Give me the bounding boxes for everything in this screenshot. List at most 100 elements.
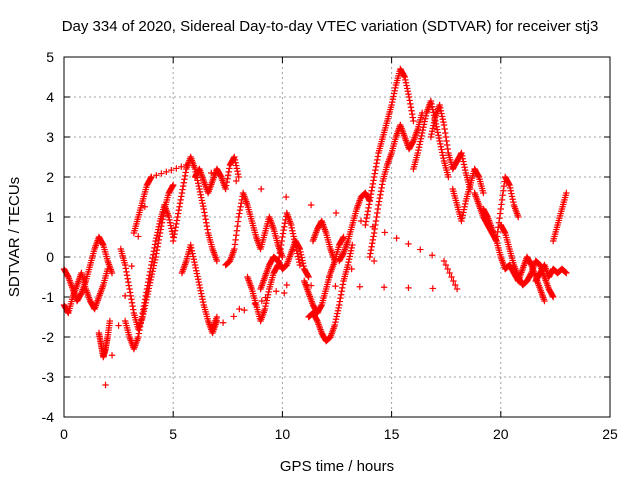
data-point-interp — [198, 197, 206, 204]
x-tick-label: 10 — [275, 426, 291, 442]
data-point-interp — [233, 162, 240, 169]
data-point-interp — [202, 216, 209, 223]
data-point-interp — [99, 240, 106, 248]
data-point-interp — [188, 244, 195, 252]
data-point-interp — [363, 214, 370, 222]
data-point-interp — [265, 288, 272, 296]
data-point-interp — [404, 85, 411, 92]
data-point-interp — [201, 209, 208, 216]
data-point — [453, 285, 461, 293]
data-point — [344, 261, 352, 269]
data-point-interp — [405, 90, 412, 98]
data-point-interp — [138, 313, 146, 320]
x-tick-label: 20 — [493, 426, 509, 442]
data-point-interp — [365, 204, 372, 212]
data-point — [283, 281, 290, 289]
data-point-interp — [178, 163, 185, 170]
data-point-interp — [233, 165, 241, 172]
data-point-interp — [169, 182, 176, 190]
data-point-interp — [153, 232, 161, 239]
data-point-interp — [194, 180, 202, 187]
data-point — [414, 149, 422, 157]
data-point-interp — [417, 138, 424, 145]
data-point-interp — [176, 200, 184, 207]
data-point — [200, 205, 207, 213]
data-point-interp — [233, 232, 240, 239]
data-point-interp — [442, 133, 450, 141]
data-point-interp — [422, 115, 429, 122]
data-point-interp — [151, 244, 158, 252]
data-point-interp — [226, 165, 233, 172]
data-point-interp — [373, 213, 380, 221]
data-point-interp — [140, 306, 147, 313]
data-point-interp — [458, 152, 466, 160]
data-point-interp — [377, 191, 384, 198]
data-point-interp — [277, 245, 284, 253]
data-point — [331, 321, 339, 329]
data-point-interp — [438, 149, 446, 156]
data-point-interp — [281, 289, 288, 297]
data-point-interp — [419, 126, 426, 134]
data-point-interp — [64, 272, 71, 280]
data-point-interp — [197, 287, 204, 294]
data-point-interp — [496, 210, 504, 217]
data-point-interp — [406, 97, 413, 104]
data-point — [231, 245, 238, 253]
y-tick-label: -4 — [42, 409, 55, 425]
data-point-interp — [231, 156, 239, 164]
data-point — [108, 269, 116, 277]
data-point-interp — [199, 296, 206, 303]
data-point — [287, 221, 295, 229]
data-point-interp — [277, 241, 285, 249]
data-point-interp — [173, 165, 180, 172]
data-point-interp — [276, 249, 284, 257]
data-point-interp — [150, 248, 158, 255]
data-point-interp — [444, 265, 451, 273]
data-point-interp — [313, 316, 320, 324]
data-point-interp — [177, 196, 184, 204]
data-point-interp — [348, 244, 355, 252]
data-point-interp — [199, 200, 206, 207]
data-point-interp — [326, 273, 333, 281]
data-point-interp — [338, 288, 345, 295]
data-point-interp — [280, 226, 287, 234]
data-point-interp — [149, 254, 156, 262]
data-point-interp — [125, 282, 133, 289]
data-point-interp — [460, 158, 467, 165]
x-tick-label: 15 — [384, 426, 400, 442]
grid-lines — [64, 57, 610, 417]
data-point-interp — [176, 203, 183, 210]
data-point-interp — [289, 230, 297, 237]
x-tick-label: 5 — [169, 426, 177, 442]
data-point-interp — [392, 84, 399, 92]
data-point-interp — [232, 159, 239, 166]
data-point-interp — [278, 237, 285, 245]
data-point-interp — [428, 252, 436, 259]
data-point-interp — [420, 121, 428, 128]
data-point-interp — [496, 214, 503, 222]
data-point-interp — [193, 270, 201, 277]
y-tick-label: -1 — [42, 289, 55, 305]
data-point-interp — [130, 306, 137, 313]
data-point-interp — [434, 129, 441, 136]
data-point-interp — [156, 220, 163, 228]
data-point-interp — [189, 250, 196, 257]
data-point-interp — [128, 299, 136, 306]
data-point-interp — [193, 267, 200, 274]
data-point-interp — [174, 210, 182, 217]
data-point-interp — [196, 188, 204, 196]
data-point-interp — [428, 103, 436, 110]
data-point — [235, 213, 242, 221]
data-point-interp — [335, 304, 342, 312]
data-point — [506, 181, 513, 189]
data-point-interp — [123, 268, 130, 276]
data-point — [366, 197, 373, 205]
data-point-interp — [195, 182, 202, 190]
data-point-interp — [334, 310, 341, 317]
data-point-interp — [415, 144, 423, 151]
data-point-interp — [499, 192, 506, 199]
data-point-interp — [374, 153, 382, 160]
y-tick-label: 1 — [46, 209, 54, 225]
data-point-interp — [299, 260, 307, 267]
data-point-interp — [369, 240, 376, 247]
